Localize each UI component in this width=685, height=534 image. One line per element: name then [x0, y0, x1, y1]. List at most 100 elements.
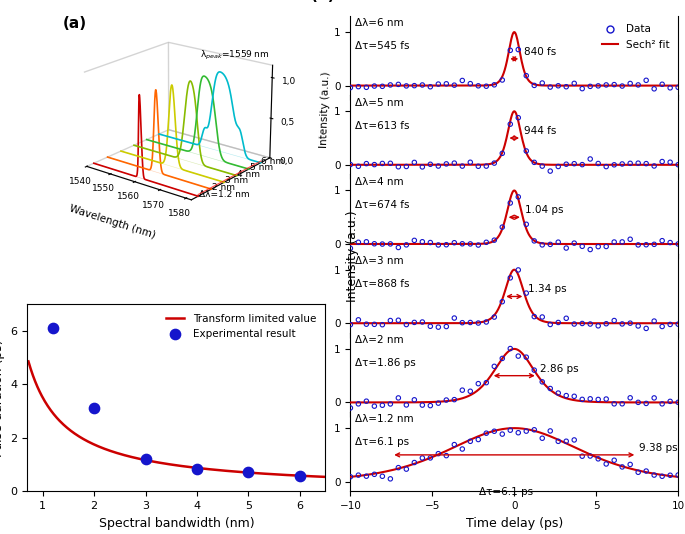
Point — [633, 81, 644, 89]
Point — [529, 81, 540, 90]
Point — [569, 436, 580, 444]
Point — [649, 394, 660, 402]
Point — [553, 238, 564, 246]
Point — [425, 322, 436, 331]
Point — [625, 235, 636, 244]
Point — [433, 450, 444, 458]
Point — [473, 379, 484, 388]
Point — [537, 78, 548, 87]
Point — [449, 395, 460, 404]
Point — [361, 159, 372, 168]
Experimental result — [47, 324, 58, 333]
Text: Δτ=1.86 ps: Δτ=1.86 ps — [356, 358, 416, 368]
Point — [417, 238, 428, 246]
Text: 944 fs: 944 fs — [525, 126, 557, 136]
Point — [553, 389, 564, 397]
Point — [417, 163, 428, 171]
Point — [664, 83, 675, 92]
Point — [449, 81, 460, 89]
Point — [433, 80, 444, 88]
Point — [601, 460, 612, 468]
Point — [409, 158, 420, 167]
Transform limited value — [121, 452, 129, 459]
Point — [481, 82, 492, 90]
Point — [489, 362, 500, 371]
Point — [369, 239, 380, 248]
Point — [505, 426, 516, 435]
Point — [673, 320, 684, 328]
Point — [585, 395, 596, 403]
Point — [657, 80, 668, 89]
Point — [369, 160, 380, 169]
Point — [625, 460, 636, 469]
Point — [345, 473, 356, 481]
Point — [673, 83, 684, 91]
Point — [529, 237, 540, 245]
Point — [513, 265, 524, 274]
Point — [616, 238, 627, 246]
Point — [401, 241, 412, 249]
Point — [513, 113, 524, 122]
Point — [449, 239, 460, 247]
Point — [353, 162, 364, 170]
Point — [649, 240, 660, 249]
Point — [593, 395, 603, 404]
Y-axis label: Pulse duration (ps): Pulse duration (ps) — [0, 339, 5, 457]
Point — [561, 391, 572, 400]
Point — [649, 317, 660, 325]
Text: Δλ=5 nm: Δλ=5 nm — [356, 98, 404, 108]
Point — [673, 471, 684, 480]
Point — [409, 81, 420, 90]
Point — [633, 468, 644, 476]
Point — [457, 162, 468, 170]
Point — [465, 387, 476, 396]
Point — [673, 160, 684, 169]
Point — [609, 238, 620, 246]
Point — [425, 402, 436, 410]
Point — [473, 319, 484, 327]
Transform limited value — [24, 358, 32, 365]
Point — [649, 84, 660, 93]
Text: Δτ=6.1 ps: Δτ=6.1 ps — [356, 437, 410, 447]
Point — [497, 76, 508, 84]
Point — [401, 82, 412, 90]
Experimental result — [294, 472, 305, 480]
Point — [640, 76, 651, 84]
Point — [649, 471, 660, 480]
Point — [553, 82, 564, 90]
Point — [616, 320, 627, 328]
Point — [640, 240, 651, 249]
Point — [577, 319, 588, 328]
Point — [433, 162, 444, 170]
Point — [393, 80, 404, 89]
Point — [609, 161, 620, 169]
Text: Δλ=2 nm: Δλ=2 nm — [356, 335, 404, 345]
Point — [393, 464, 404, 472]
Point — [409, 458, 420, 467]
Point — [377, 472, 388, 481]
X-axis label: Spectral bandwidth (nm): Spectral bandwidth (nm) — [99, 516, 254, 530]
Point — [457, 386, 468, 395]
Point — [481, 238, 492, 247]
Point — [537, 162, 548, 170]
Point — [481, 162, 492, 170]
Point — [345, 404, 356, 412]
Text: Δτ=674 fs: Δτ=674 fs — [356, 200, 410, 210]
Point — [601, 395, 612, 403]
Point — [601, 242, 612, 251]
Point — [441, 451, 452, 460]
Point — [441, 240, 452, 249]
Point — [401, 400, 412, 409]
Point — [609, 399, 620, 408]
Point — [369, 82, 380, 90]
Text: 1.34 ps: 1.34 ps — [527, 284, 566, 294]
Point — [529, 366, 540, 374]
Point — [521, 353, 532, 362]
Point — [625, 159, 636, 168]
Point — [449, 441, 460, 449]
Point — [465, 240, 476, 248]
Point — [353, 82, 364, 91]
Point — [521, 72, 532, 80]
Point — [673, 398, 684, 406]
Point — [585, 245, 596, 254]
